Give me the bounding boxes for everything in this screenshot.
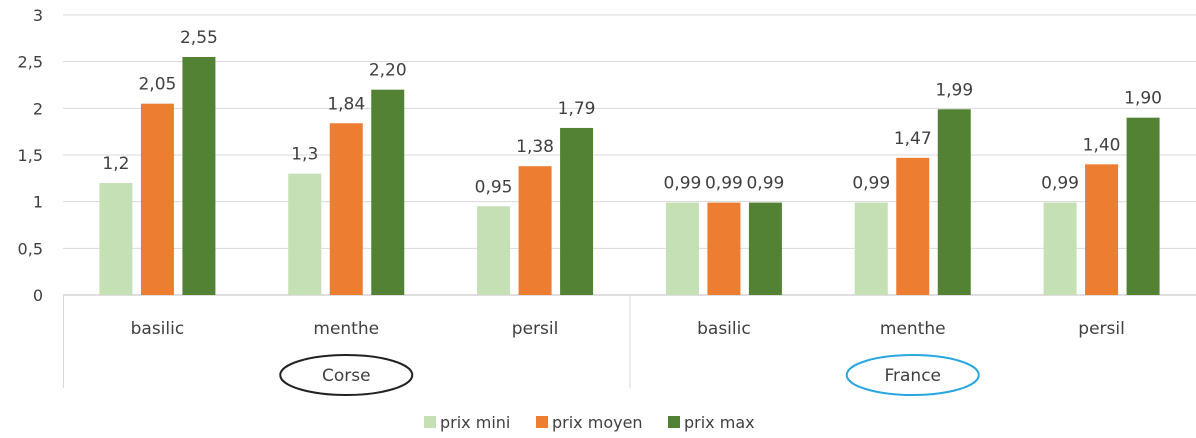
bar-prix-mini xyxy=(288,173,322,295)
legend-label: prix mini xyxy=(440,413,510,432)
data-label: 1,47 xyxy=(894,129,932,149)
bar-prix-mini xyxy=(665,202,699,295)
y-tick-label: 1 xyxy=(33,193,43,212)
data-label: 1,3 xyxy=(291,145,318,165)
group-label: France xyxy=(884,366,941,386)
x-category-label: persil xyxy=(512,319,559,339)
data-label: 2,20 xyxy=(369,61,407,81)
x-category-label: menthe xyxy=(313,319,379,339)
y-tick-label: 0 xyxy=(33,286,43,305)
data-label: 0,99 xyxy=(746,174,784,194)
legend-swatch xyxy=(668,416,680,428)
bar-prix-mini xyxy=(477,206,511,295)
data-label: 1,38 xyxy=(516,137,554,157)
data-label: 0,99 xyxy=(1041,174,1079,194)
group-label: Corse xyxy=(322,366,371,386)
x-category-label: persil xyxy=(1078,319,1125,339)
bar-prix-max xyxy=(1126,117,1160,296)
bar-prix-max xyxy=(937,109,971,296)
data-label: 0,99 xyxy=(852,174,890,194)
data-label: 2,55 xyxy=(180,28,218,48)
bar-prix-mini xyxy=(99,183,133,295)
bar-prix-moyen xyxy=(1085,164,1119,295)
bar-prix-max xyxy=(371,89,405,296)
bar-prix-mini xyxy=(854,202,888,295)
bar-prix-max xyxy=(182,57,216,295)
data-label: 1,40 xyxy=(1083,135,1121,155)
data-label: 0,95 xyxy=(475,177,513,197)
x-category-label: menthe xyxy=(880,319,946,339)
bar-prix-max xyxy=(560,127,594,295)
data-label: 1,84 xyxy=(327,94,365,114)
data-label: 0,99 xyxy=(705,174,743,194)
bar-prix-moyen xyxy=(140,103,174,296)
y-tick-label: 2,5 xyxy=(18,53,43,72)
y-tick-label: 0,5 xyxy=(18,239,43,258)
y-tick-label: 3 xyxy=(33,6,43,25)
data-label: 1,79 xyxy=(558,99,596,119)
legend-label: prix moyen xyxy=(552,413,643,432)
bar-prix-mini xyxy=(1043,202,1077,295)
y-tick-label: 1,5 xyxy=(18,146,43,165)
x-category-label: basilic xyxy=(697,319,751,339)
bar-prix-max xyxy=(748,202,782,295)
bar-prix-moyen xyxy=(896,157,930,295)
group-circle xyxy=(845,354,980,396)
legend-swatch xyxy=(536,416,548,428)
legend-label: prix max xyxy=(684,413,755,432)
y-tick-label: 2 xyxy=(33,99,43,118)
x-category-label: basilic xyxy=(131,319,185,339)
bar-prix-moyen xyxy=(707,202,741,295)
data-label: 0,99 xyxy=(663,174,701,194)
group-circle xyxy=(279,354,414,396)
data-label: 2,05 xyxy=(138,75,176,95)
bar-prix-moyen xyxy=(329,123,363,296)
data-label: 1,90 xyxy=(1124,89,1162,109)
legend-swatch xyxy=(424,416,436,428)
bar-prix-moyen xyxy=(518,166,552,295)
data-label: 1,99 xyxy=(935,80,973,100)
data-label: 1,2 xyxy=(102,154,129,174)
